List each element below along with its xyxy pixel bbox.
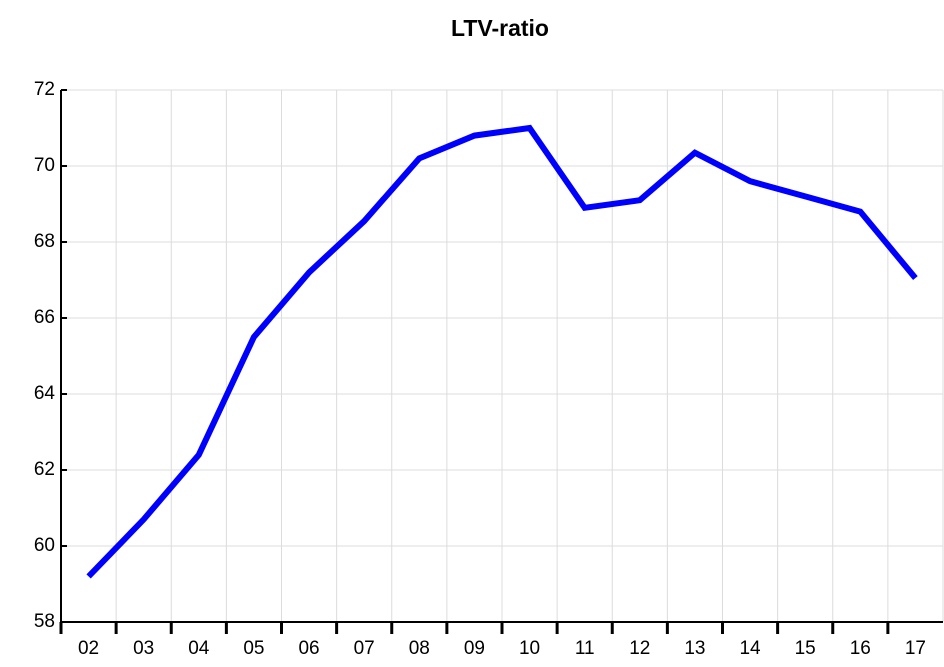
x-tick-label: 13 xyxy=(684,638,705,659)
y-tick-label: 68 xyxy=(34,231,55,252)
x-tick-label: 10 xyxy=(519,638,540,659)
x-tick-label: 12 xyxy=(629,638,650,659)
x-tick-label: 14 xyxy=(739,638,761,659)
x-tick-label: 09 xyxy=(464,638,485,659)
y-tick-label: 62 xyxy=(34,459,55,480)
y-tick-label: 58 xyxy=(34,611,55,632)
x-tick-label: 03 xyxy=(133,638,154,659)
x-tick-label: 05 xyxy=(243,638,264,659)
x-tick-label: 06 xyxy=(298,638,319,659)
y-tick-label: 60 xyxy=(34,535,55,556)
x-tick-label: 17 xyxy=(905,638,926,659)
y-tick-label: 70 xyxy=(34,155,55,176)
data-line xyxy=(86,124,918,579)
x-tick-label: 11 xyxy=(575,638,595,659)
y-tick-label: 66 xyxy=(34,307,55,328)
chart-title: LTV-ratio xyxy=(451,15,549,41)
x-tick-label: 02 xyxy=(78,638,99,659)
x-tick-label: 08 xyxy=(409,638,430,659)
y-tick-label: 72 xyxy=(34,79,55,100)
x-tick-label: 04 xyxy=(188,638,210,659)
x-tick-label: 16 xyxy=(850,638,871,659)
y-tick-label: 64 xyxy=(34,383,56,404)
x-tick-label: 07 xyxy=(354,638,375,659)
x-tick-label: 15 xyxy=(795,638,816,659)
